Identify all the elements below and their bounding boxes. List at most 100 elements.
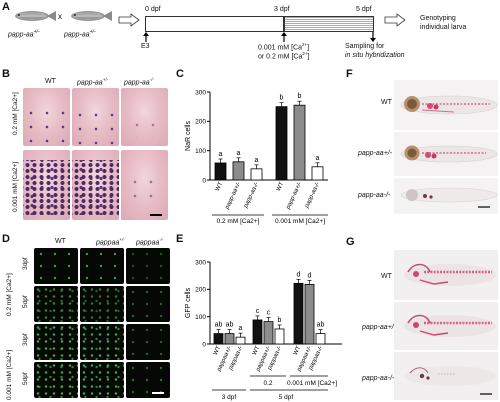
d-col-mut-sup: -/- bbox=[159, 237, 164, 242]
chart-e-bar bbox=[315, 333, 326, 345]
panel-letter-c: C bbox=[176, 68, 184, 80]
chart-c-x-tick-label: papp-aa-/- bbox=[304, 181, 322, 210]
d-image-r2-mut bbox=[126, 286, 170, 322]
chart-c-y-axis-label: NaR cells bbox=[185, 121, 192, 151]
chart-e-bar bbox=[213, 333, 224, 345]
b-image-het-0001 bbox=[72, 150, 119, 220]
chart-c-bar bbox=[293, 104, 306, 181]
d-group-label-02: 0.2 mM [Ca2+] bbox=[6, 273, 13, 316]
chart-e-y-axis-label: GFP cells bbox=[185, 287, 192, 318]
chart-e-significance-letter: ab bbox=[226, 322, 234, 329]
chart-e-bar bbox=[252, 319, 263, 345]
f-label-mut: papp-aa-/- bbox=[358, 192, 391, 199]
b-image-mut-02 bbox=[121, 88, 168, 146]
chart-e-y-tick-label: 100 bbox=[195, 314, 206, 321]
chart-e-x-tick-label: WT bbox=[252, 345, 262, 356]
chart-e-significance-letter: d bbox=[308, 272, 312, 279]
b-col-mut: papp-aa-/- bbox=[124, 77, 154, 87]
timepoint-5dpf: 5 dpf bbox=[356, 6, 372, 13]
g-image-het bbox=[394, 302, 498, 350]
chart-e-bar bbox=[293, 282, 304, 345]
d-col-het: pappaa+/- bbox=[96, 237, 125, 246]
b-image-wt-0001 bbox=[23, 150, 70, 220]
b-col-het-sup: +/- bbox=[102, 77, 109, 82]
chart-c-nar-cells: 0 100 200 300 NaR cells a WT a papp-aa+/- a papp-a… bbox=[185, 89, 328, 225]
panel-letter-g: G bbox=[346, 236, 355, 248]
chart-c-x-tick-label: papp-aa-/- bbox=[243, 181, 261, 210]
chart-e-significance-letter: a bbox=[239, 325, 243, 332]
treatment-line-2-end: ] bbox=[307, 53, 310, 61]
chart-c-group-label-2: 0.001 mM [Ca2+] bbox=[275, 218, 325, 225]
treatment-line-1: 0.001 mM [Ca2+] bbox=[258, 42, 310, 52]
sampling-line-1: Sampling for bbox=[345, 43, 385, 50]
b-row-label-02: 0.2 mM [Ca2+] bbox=[12, 92, 19, 135]
treatment-arrow bbox=[281, 32, 287, 42]
d-row-5dpf-b: 5dpf bbox=[22, 372, 29, 385]
panel-letter-f: F bbox=[346, 68, 353, 80]
treatment-line-1-end: ] bbox=[307, 44, 310, 52]
chart-e-ca-label-0001: 0.001 mM [Ca2+] bbox=[287, 380, 337, 387]
fish-1-genotype-sup: +/- bbox=[33, 29, 40, 35]
cross-symbol: x bbox=[58, 12, 62, 21]
sampling-line-2: in situ hybridization bbox=[345, 52, 405, 59]
chart-c-y-tick-label: 300 bbox=[195, 89, 206, 96]
b-col-wt: WT bbox=[45, 78, 56, 85]
timepoint-3dpf: 3 dpf bbox=[274, 6, 290, 13]
d-row-3dpf-a: 3dpf bbox=[22, 257, 29, 270]
chart-c-y-tick-label: 0 bbox=[202, 177, 206, 184]
b-col-mut-name: papp-aa bbox=[124, 79, 150, 87]
b-col-het-name: papp-aa bbox=[77, 79, 103, 87]
f-image-mut bbox=[394, 178, 498, 214]
fish-2-genotype: papp-aa+/- bbox=[64, 30, 96, 39]
b-row-label-0001: 0.001 mM [Ca2+] bbox=[12, 161, 19, 212]
d-col-mut: pappaa-/- bbox=[136, 237, 164, 246]
g-label-het: papp-aa+/- bbox=[362, 324, 397, 331]
d-image-r4-wt bbox=[34, 362, 78, 398]
e3-arrow bbox=[143, 32, 149, 42]
d-image-r3-mut bbox=[126, 324, 170, 360]
chart-e-y-tick-label: 300 bbox=[195, 259, 206, 266]
chart-c-significance-letter: a bbox=[219, 151, 223, 158]
chart-e-bar bbox=[263, 321, 274, 345]
chart-c-y-tick-label: 200 bbox=[195, 119, 206, 126]
d-image-r1-mut bbox=[126, 248, 170, 284]
e3-label: E3 bbox=[141, 43, 150, 50]
d-col-wt: WT bbox=[55, 238, 66, 245]
timeline-bar-e3 bbox=[145, 16, 284, 32]
sampling-arrow bbox=[370, 32, 376, 42]
chart-e-significance-letter: c bbox=[267, 310, 271, 317]
d-image-r2-wt bbox=[34, 286, 78, 322]
f-image-wt bbox=[394, 80, 498, 130]
d-col-het-sup: +/- bbox=[119, 237, 125, 242]
chart-c-bar bbox=[311, 166, 324, 181]
chart-c-x-tick-label: papp-aa+/- bbox=[224, 181, 242, 211]
chart-e-y-tick-label: 0 bbox=[202, 341, 206, 348]
chart-c-significance-letter: a bbox=[237, 150, 241, 157]
treatment-line-2-text: or 0.2 mM [Ca bbox=[258, 53, 303, 61]
fish-1-genotype: papp-aa+/- bbox=[8, 29, 40, 39]
genotyping-line-1: Genotyping bbox=[420, 15, 456, 22]
d-image-r3-wt bbox=[34, 324, 78, 360]
timepoint-0dpf: 0 dpf bbox=[145, 6, 161, 13]
f-label-het: papp-aa+/- bbox=[358, 150, 393, 157]
chart-e-x-tick-label: WT bbox=[213, 345, 223, 356]
chart-c-significance-letter: a bbox=[255, 157, 259, 164]
timeline-bar-treatment bbox=[284, 16, 374, 32]
g-image-mut bbox=[394, 352, 498, 400]
chart-e-day-label-3: 3 dpf bbox=[222, 394, 237, 401]
d-row-3dpf-b: 3dpf bbox=[22, 333, 29, 346]
d-image-r4-het bbox=[80, 362, 124, 398]
chart-e-bar bbox=[304, 284, 315, 345]
treatment-line-1-sup: 2+ bbox=[301, 42, 308, 47]
chart-c-bar bbox=[232, 161, 245, 181]
flow-arrow-1 bbox=[118, 13, 140, 27]
b-image-mut-0001 bbox=[121, 150, 168, 220]
d-image-r1-het bbox=[80, 248, 124, 284]
d-image-r4-mut bbox=[126, 362, 170, 398]
treatment-line-1-text: 0.001 mM [Ca bbox=[258, 44, 302, 52]
panel-letter-a: A bbox=[2, 1, 10, 13]
chart-e-y-tick-label: 200 bbox=[195, 287, 206, 294]
d-scale-bar bbox=[152, 392, 164, 394]
chart-e-significance-letter: b bbox=[278, 317, 282, 324]
